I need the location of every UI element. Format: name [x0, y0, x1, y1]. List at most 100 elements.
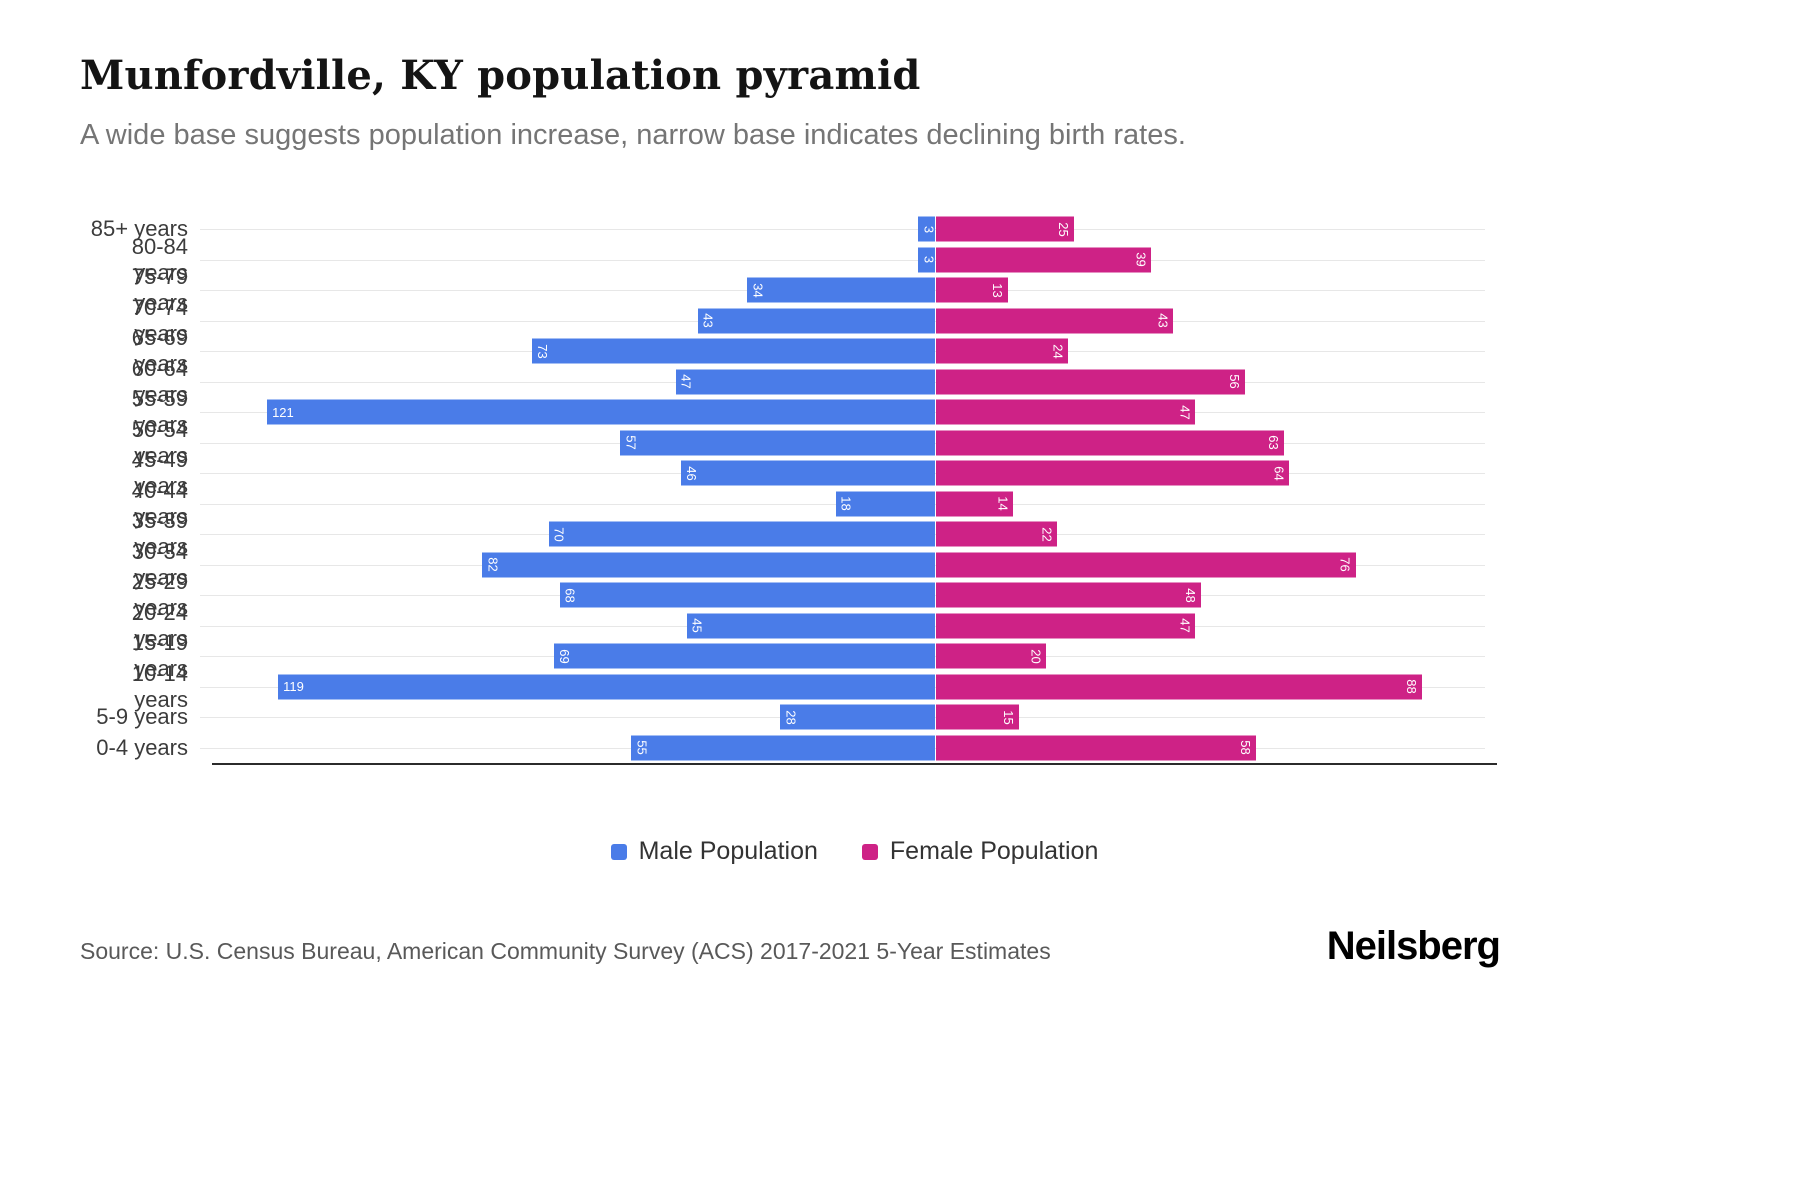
gridline — [200, 229, 1485, 231]
female-bar: 58 — [936, 735, 1257, 761]
legend-item-female[interactable]: Female Population — [861, 837, 1099, 866]
female-bar: 25 — [936, 216, 1074, 242]
female-value-label: 20 — [1028, 649, 1044, 664]
chart-title: Munfordville, KY population pyramid — [80, 52, 921, 99]
female-bar: 14 — [936, 491, 1014, 517]
pyramid-row: 85+ years 3 25 — [80, 214, 1497, 245]
male-value-label: 57 — [623, 435, 639, 450]
male-value-label: 18 — [838, 496, 854, 511]
neilsberg-logo: Neilsberg — [1326, 924, 1501, 968]
female-value-label: 13 — [989, 283, 1005, 298]
row-plot: 3 39 — [200, 245, 1485, 276]
pyramid-row: 25-29 years 68 48 — [80, 569, 1497, 620]
female-value-label: 22 — [1039, 527, 1055, 542]
age-label: 45-49 years — [131, 447, 188, 499]
female-bar: 47 — [936, 613, 1196, 639]
male-bar: 69 — [554, 643, 935, 669]
female-value-label: 58 — [1238, 740, 1254, 755]
age-label: 25-29 years — [131, 569, 188, 621]
gridline — [200, 259, 1485, 261]
male-bar: 82 — [482, 552, 935, 578]
row-plot: 3 25 — [200, 214, 1485, 245]
male-value-label: 70 — [551, 527, 567, 542]
female-value-label: 24 — [1050, 344, 1066, 359]
row-plot: 46 64 — [200, 458, 1485, 489]
row-plot: 82 76 — [200, 550, 1485, 581]
age-label: 55-59 years — [131, 386, 188, 438]
male-bar: 3 — [918, 247, 937, 273]
female-legend-label: Female Population — [889, 837, 1099, 865]
age-label: 5-9 years — [96, 704, 188, 730]
female-value-label: 43 — [1155, 313, 1171, 328]
row-plot: 47 56 — [200, 367, 1485, 398]
female-value-label: 64 — [1271, 466, 1287, 481]
female-value-label: 63 — [1265, 435, 1281, 450]
pyramid-row: 15-19 years 69 20 — [80, 630, 1497, 681]
pyramid-row: 75-79 years 34 13 — [80, 264, 1497, 315]
pyramid-row: 35-39 years 70 22 — [80, 508, 1497, 559]
female-value-label: 39 — [1133, 252, 1149, 267]
age-label: 50-54 years — [131, 416, 188, 468]
female-legend-swatch — [861, 843, 878, 860]
male-value-label: 55 — [634, 740, 650, 755]
row-plot: 119 88 — [200, 672, 1485, 703]
age-label: 75-79 years — [131, 264, 188, 316]
pyramid-row: 65-69 years 73 24 — [80, 325, 1497, 376]
female-value-label: 15 — [1000, 710, 1016, 725]
female-bar: 39 — [936, 247, 1152, 273]
male-bar: 34 — [747, 277, 935, 303]
row-plot: 68 48 — [200, 580, 1485, 611]
female-bar: 24 — [936, 338, 1069, 364]
male-bar: 119 — [278, 674, 935, 700]
age-label: 80-84 years — [131, 233, 188, 285]
male-bar: 47 — [675, 369, 935, 395]
row-plot: 121 47 — [200, 397, 1485, 428]
male-value-label: 34 — [750, 283, 766, 298]
female-bar: 63 — [936, 430, 1284, 456]
female-bar: 56 — [936, 369, 1246, 395]
row-plot: 45 47 — [200, 611, 1485, 642]
male-legend-swatch — [610, 843, 627, 860]
row-plot: 55 58 — [200, 733, 1485, 764]
male-value-label: 3 — [921, 225, 937, 233]
female-value-label: 48 — [1182, 588, 1198, 603]
pyramid-chart: 85+ years 3 25 80-84 years 3 39 75-79 years 34 1… — [80, 214, 1497, 763]
male-value-label: 119 — [283, 679, 304, 695]
male-bar: 45 — [686, 613, 935, 639]
male-value-label: 45 — [689, 618, 705, 633]
legend-item-male[interactable]: Male Population — [610, 837, 818, 866]
legend: Male Population Female Population — [212, 837, 1497, 866]
pyramid-row: 70-74 years 43 43 — [80, 295, 1497, 346]
row-plot: 43 43 — [200, 306, 1485, 337]
male-bar: 55 — [631, 735, 935, 761]
male-bar: 68 — [559, 582, 935, 608]
female-value-label: 56 — [1227, 374, 1243, 389]
male-value-label: 3 — [921, 256, 937, 264]
male-bar: 3 — [918, 216, 937, 242]
pyramid-row: 40-44 years 18 14 — [80, 478, 1497, 529]
female-value-label: 47 — [1177, 618, 1193, 633]
row-plot: 73 24 — [200, 336, 1485, 367]
male-bar: 57 — [620, 430, 935, 456]
female-bar: 13 — [936, 277, 1008, 303]
male-value-label: 46 — [684, 466, 700, 481]
age-label: 40-44 years — [131, 477, 188, 529]
pyramid-row: 30-34 years 82 76 — [80, 539, 1497, 590]
female-bar: 20 — [936, 643, 1047, 669]
page: Munfordville, KY population pyramid A wi… — [80, 0, 1501, 969]
male-value-label: 73 — [535, 344, 551, 359]
male-value-label: 82 — [485, 557, 501, 572]
pyramid-row: 0-4 years 55 58 — [80, 733, 1497, 764]
age-label: 35-39 years — [131, 508, 188, 560]
row-plot: 18 14 — [200, 489, 1485, 520]
age-label: 15-19 years — [131, 630, 188, 682]
male-value-label: 68 — [562, 588, 578, 603]
female-bar: 76 — [936, 552, 1356, 578]
male-value-label: 47 — [678, 374, 694, 389]
age-label: 30-34 years — [131, 538, 188, 590]
source-text: Source: U.S. Census Bureau, American Com… — [80, 938, 1051, 964]
age-label: 60-64 years — [131, 355, 188, 407]
female-bar: 88 — [936, 674, 1422, 700]
row-plot: 57 63 — [200, 428, 1485, 459]
pyramid-row: 10-14 years 119 88 — [80, 661, 1497, 712]
